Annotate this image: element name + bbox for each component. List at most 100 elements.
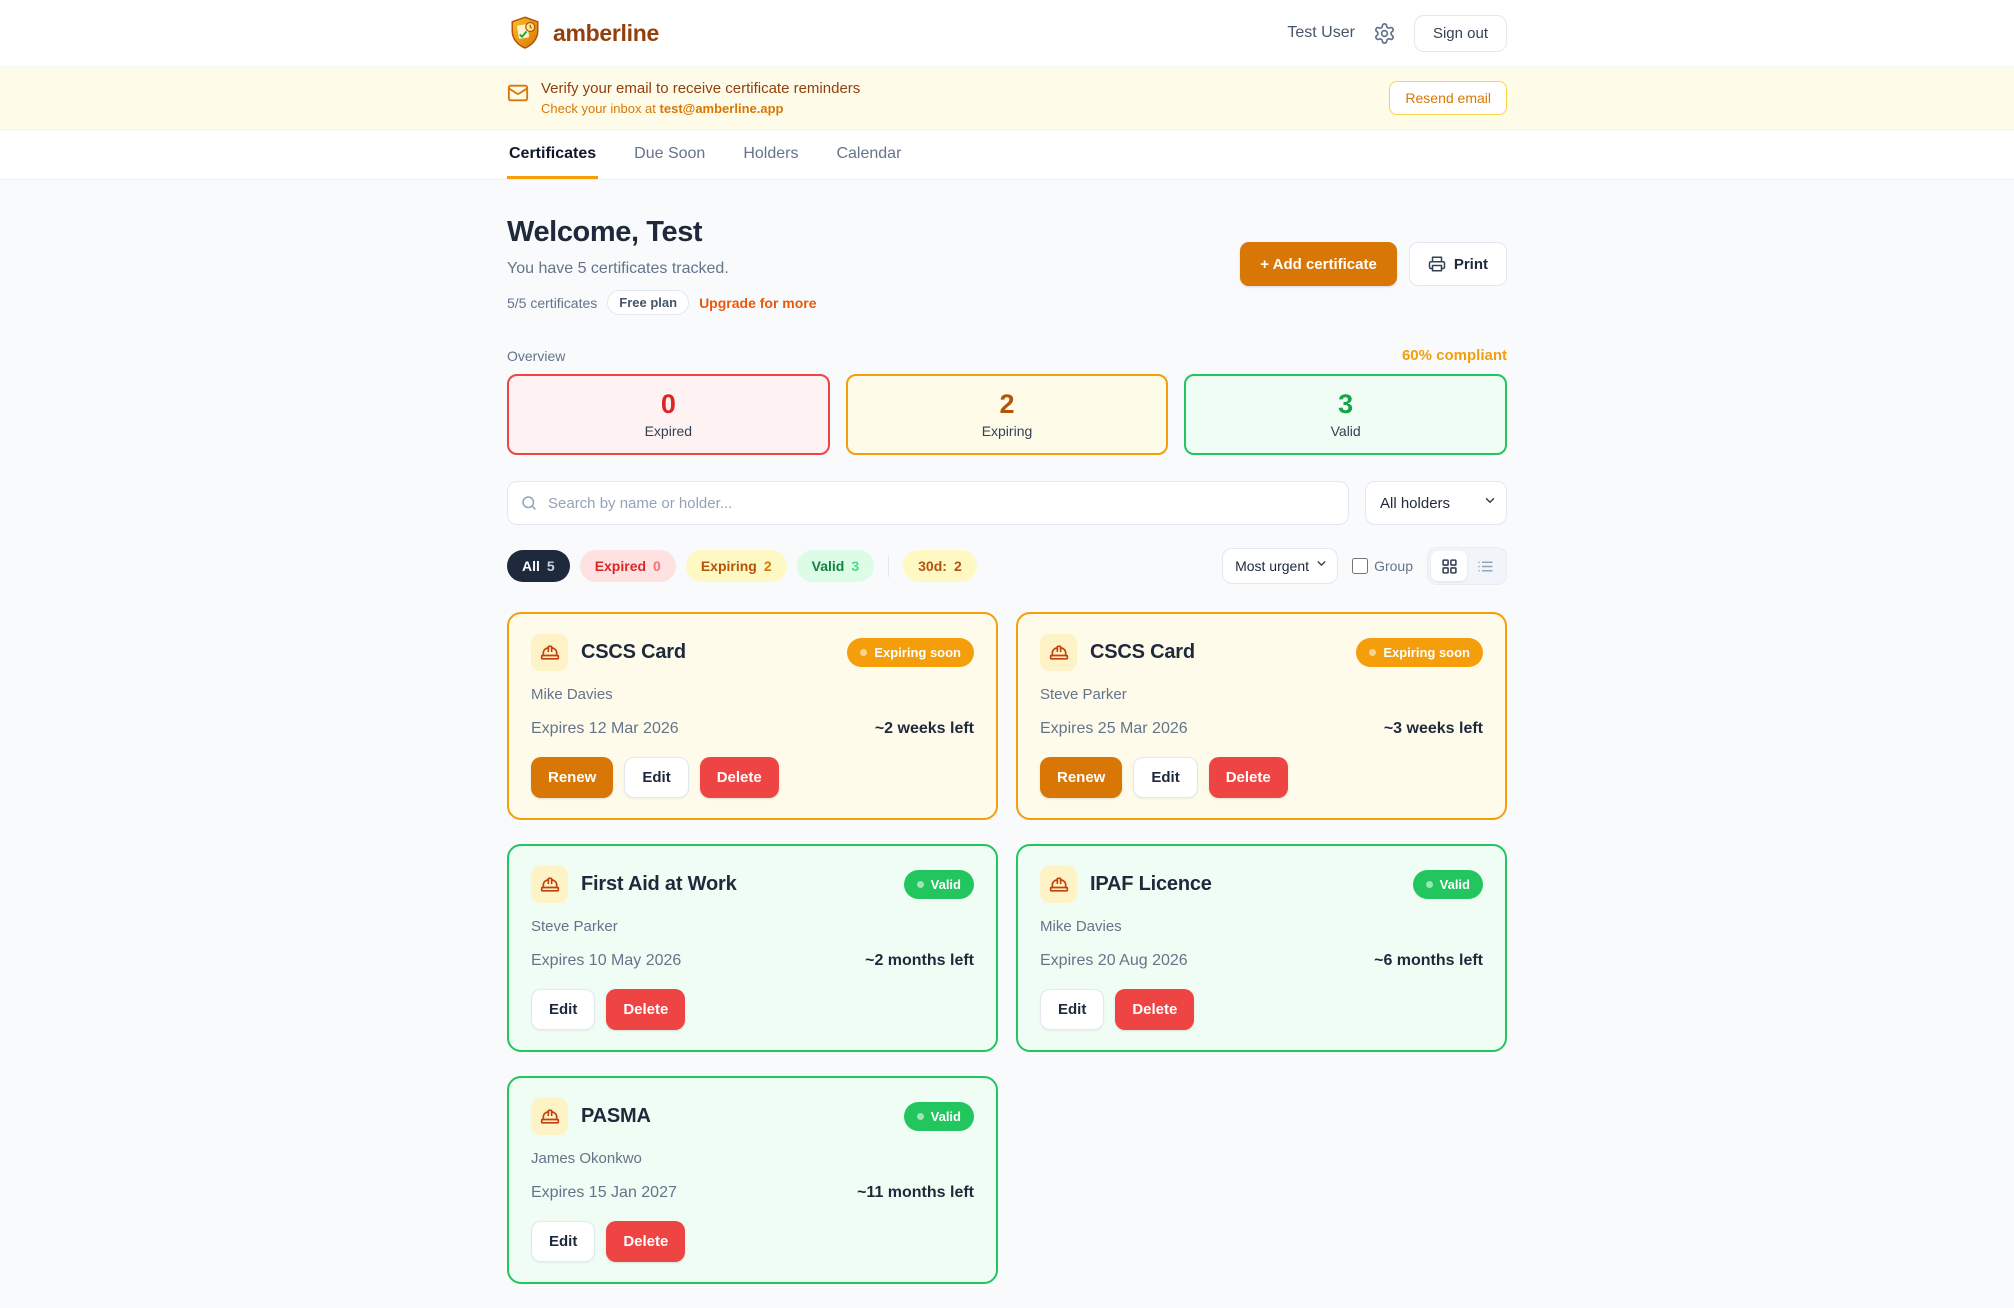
status-badge: Valid	[1412, 870, 1483, 899]
pill-valid-count: 3	[851, 558, 860, 574]
tab-due-soon[interactable]: Due Soon	[634, 145, 706, 162]
hard-hat-icon	[531, 1098, 568, 1135]
certificate-title: PASMA	[581, 1105, 651, 1127]
stat-card-expired[interactable]: 0 Expired	[507, 374, 830, 455]
delete-button[interactable]: Delete	[1115, 989, 1195, 1030]
filter-pill-30d[interactable]: 30d: 2	[903, 550, 977, 582]
status-badge-label: Valid	[930, 877, 961, 892]
amberline-shield-logo-icon	[507, 15, 543, 51]
mail-icon	[507, 82, 529, 109]
valid-label: Valid	[1330, 423, 1361, 439]
banner-subtitle-text: Check your inbox at	[541, 101, 656, 116]
grid-view-icon[interactable]	[1431, 551, 1467, 581]
holder-filter-select[interactable]: All holders	[1365, 481, 1507, 525]
banner-email: test@amberline.app	[659, 101, 784, 116]
banner-subtitle: Check your inbox at test@amberline.app	[541, 101, 860, 116]
time-left: ~2 weeks left	[874, 720, 974, 737]
tab-holders[interactable]: Holders	[743, 145, 799, 162]
pill-expired-count: 0	[653, 558, 661, 574]
search-icon	[520, 494, 538, 517]
filter-pill-expiring[interactable]: Expiring 2	[685, 550, 787, 582]
edit-button[interactable]: Edit	[1133, 757, 1198, 798]
banner-title: Verify your email to receive certificate…	[541, 80, 861, 97]
compliance-percent: 60% compliant	[1401, 347, 1507, 364]
delete-button[interactable]: Delete	[606, 989, 686, 1030]
pill-expired-label: Expired	[594, 558, 647, 574]
plan-badge: Free plan	[607, 290, 690, 315]
status-filter-pills: All 5 Expired 0 Expiring 2 Valid 3 30d: …	[507, 550, 977, 582]
pill-expiring-count: 2	[763, 558, 772, 574]
edit-button[interactable]: Edit	[531, 989, 596, 1030]
upgrade-link[interactable]: Upgrade for more	[699, 294, 817, 311]
certificate-title: CSCS Card	[581, 641, 686, 663]
group-checkbox[interactable]	[1352, 558, 1369, 574]
expiring-label: Expiring	[981, 423, 1033, 439]
status-dot-icon	[860, 649, 868, 656]
delete-button[interactable]: Delete	[699, 757, 779, 798]
list-view-icon[interactable]	[1467, 551, 1503, 581]
filter-pill-valid[interactable]: Valid 3	[796, 550, 875, 582]
app-header: amberline Test User Sign out	[0, 0, 2014, 67]
tab-calendar[interactable]: Calendar	[836, 145, 902, 162]
tab-certificates[interactable]: Certificates	[507, 130, 599, 179]
pills-divider	[888, 555, 890, 577]
overview-stats: 0 Expired 2 Expiring 3 Valid	[507, 374, 1507, 455]
certificate-card: IPAF Licence Valid Mike Davies Expires 2…	[1016, 844, 1507, 1052]
view-mode-toggle	[1427, 547, 1507, 585]
pill-all-label: All	[522, 558, 540, 574]
overview-label: Overview	[507, 347, 566, 364]
delete-button[interactable]: Delete	[1208, 757, 1288, 798]
expiry-date: Expires 12 Mar 2026	[531, 720, 679, 737]
welcome-section: Welcome, Test You have 5 certificates tr…	[507, 216, 1507, 315]
status-badge: Valid	[903, 870, 974, 899]
status-badge: Valid	[903, 1102, 974, 1131]
status-badge: Expiring soon	[847, 638, 974, 667]
expiry-date: Expires 15 Jan 2027	[531, 1184, 677, 1201]
pill-30d-label: 30d:	[918, 558, 947, 574]
stat-card-expiring[interactable]: 2 Expiring	[845, 374, 1169, 455]
add-certificate-button[interactable]: + Add certificate	[1240, 242, 1397, 286]
sign-out-button[interactable]: Sign out	[1413, 14, 1507, 52]
certificate-card: CSCS Card Expiring soon Mike Davies Expi…	[507, 612, 998, 820]
holder-name: Steve Parker	[1040, 686, 1127, 703]
certificate-card: PASMA Valid James Okonkwo Expires 15 Jan…	[507, 1076, 998, 1284]
certificate-card: CSCS Card Expiring soon Steve Parker Exp…	[1016, 612, 1507, 820]
search-input[interactable]	[507, 481, 1349, 525]
brand-name: amberline	[553, 19, 659, 46]
time-left: ~3 weeks left	[1383, 720, 1483, 737]
edit-button[interactable]: Edit	[531, 1221, 596, 1262]
stat-card-valid[interactable]: 3 Valid	[1184, 374, 1507, 455]
page-title: Welcome, Test	[507, 216, 703, 248]
renew-button[interactable]: Renew	[1040, 757, 1123, 798]
sort-select[interactable]: Most urgent	[1222, 548, 1339, 584]
delete-button[interactable]: Delete	[606, 1221, 686, 1262]
edit-button[interactable]: Edit	[624, 757, 689, 798]
hard-hat-icon	[531, 866, 568, 903]
group-label: Group	[1374, 558, 1413, 574]
print-button[interactable]: Print	[1408, 242, 1507, 286]
renew-button[interactable]: Renew	[531, 757, 614, 798]
user-name: Test User	[1287, 24, 1355, 41]
expired-label: Expired	[644, 423, 693, 439]
printer-icon	[1428, 255, 1446, 273]
settings-gear-icon[interactable]	[1373, 22, 1396, 45]
pill-all-count: 5	[546, 558, 555, 574]
status-dot-icon	[916, 881, 924, 888]
pill-30d-count: 2	[953, 558, 962, 574]
filter-pill-all[interactable]: All 5	[507, 550, 570, 582]
edit-button[interactable]: Edit	[1040, 989, 1105, 1030]
expiry-date: Expires 25 Mar 2026	[1040, 720, 1188, 737]
pill-expiring-label: Expiring	[700, 558, 757, 574]
certificate-title: CSCS Card	[1090, 641, 1195, 663]
expiring-count: 2	[999, 389, 1015, 419]
hard-hat-icon	[1040, 866, 1077, 903]
resend-email-button[interactable]: Resend email	[1389, 81, 1507, 115]
filter-pill-expired[interactable]: Expired 0	[579, 550, 676, 582]
certificate-title: First Aid at Work	[581, 873, 737, 895]
holder-name: James Okonkwo	[531, 1150, 642, 1167]
expiry-date: Expires 20 Aug 2026	[1040, 952, 1188, 969]
status-dot-icon	[916, 1113, 924, 1120]
group-toggle: Group	[1352, 558, 1413, 574]
welcome-subtitle: You have 5 certificates tracked.	[507, 260, 729, 277]
status-badge-label: Expiring soon	[874, 645, 961, 660]
